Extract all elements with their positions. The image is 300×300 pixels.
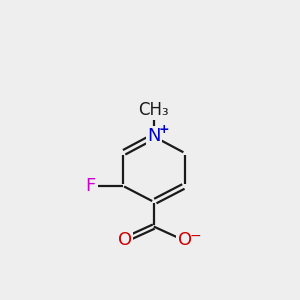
Text: O: O: [118, 231, 132, 249]
Text: O: O: [178, 231, 192, 249]
Text: −: −: [190, 229, 201, 243]
Text: +: +: [158, 123, 169, 136]
Text: CH₃: CH₃: [138, 101, 169, 119]
Text: N: N: [147, 128, 160, 146]
Text: F: F: [85, 177, 95, 195]
